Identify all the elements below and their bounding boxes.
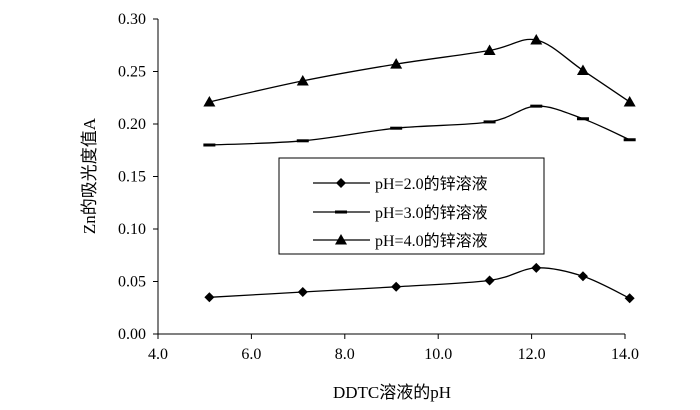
legend-label: pH=2.0的锌溶液: [375, 175, 488, 193]
x-tick-label: 6.0: [241, 346, 261, 363]
legend-items: pH=2.0的锌溶液 pH=3.0的锌溶液 pH=4.0的锌溶液: [313, 175, 488, 250]
legend-label: pH=3.0的锌溶液: [375, 204, 488, 222]
x-tick-label: 14.0: [611, 346, 639, 363]
series-dash: [203, 104, 636, 147]
legend: pH=2.0的锌溶液 pH=3.0的锌溶液 pH=4.0的锌溶液: [278, 157, 545, 255]
series-diamond: [204, 262, 635, 304]
y-ticks: 0.00 0.05 0.10 0.15 0.20 0.25 0.30: [118, 11, 158, 343]
data-point-triangle: [576, 64, 589, 75]
x-axis-title: DDTC溶液的pH: [333, 383, 451, 402]
series-triangle: [203, 34, 636, 107]
data-point-dash: [203, 143, 216, 147]
y-axis-title: Zn的吸光度值A: [80, 117, 99, 234]
data-point-dash: [623, 138, 636, 142]
data-point-triangle: [390, 58, 403, 69]
data-point-diamond: [336, 178, 346, 188]
plot-area: 4.0 6.0 8.0 10.0 12.0 14.0 0.000.050.100.150.…: [118, 11, 639, 363]
data-point-dash: [390, 126, 403, 130]
y-tick-label: 0.15: [118, 169, 146, 186]
data-point-triangle: [623, 95, 636, 107]
series-line: [209, 267, 630, 299]
y-tick-label: 0.25: [118, 64, 146, 81]
data-point-dash: [530, 104, 543, 108]
data-point-dash: [296, 139, 309, 143]
data-point-triangle: [296, 74, 309, 86]
x-tick-label: 10.0: [424, 346, 452, 363]
legend-label: pH=4.0的锌溶液: [375, 232, 488, 250]
data-point-dash: [335, 210, 347, 214]
data-point-diamond: [204, 292, 215, 303]
y-tick-label: 0.30: [118, 11, 146, 28]
data-point-triangle: [335, 234, 347, 245]
x-tick-label: 8.0: [335, 346, 355, 363]
data-point-triangle: [483, 44, 496, 55]
data-point-diamond: [531, 262, 542, 273]
data-point-triangle: [203, 95, 216, 107]
data-point-diamond: [391, 281, 402, 292]
data-point-diamond: [297, 287, 308, 297]
data-point-diamond: [484, 275, 495, 286]
x-tick-label: 12.0: [518, 346, 546, 363]
y-tick-label: 0.00: [118, 326, 146, 343]
data-point-diamond: [624, 293, 635, 304]
data-point-dash: [576, 117, 589, 121]
y-tick-label: 0.05: [118, 274, 146, 291]
legend-box: [278, 157, 545, 255]
y-tick-label: 0.10: [118, 221, 146, 238]
data-point-triangle: [530, 34, 543, 45]
x-ticks: 4.0 6.0 8.0 10.0 12.0 14.0: [148, 334, 639, 363]
series-layer: [203, 34, 636, 304]
x-tick-label: 4.0: [148, 346, 168, 363]
series-line: [209, 105, 630, 146]
y-tick-label: 0.20: [118, 116, 146, 133]
data-point-diamond: [577, 271, 588, 282]
series-line: [209, 38, 631, 103]
data-point-dash: [483, 120, 496, 124]
